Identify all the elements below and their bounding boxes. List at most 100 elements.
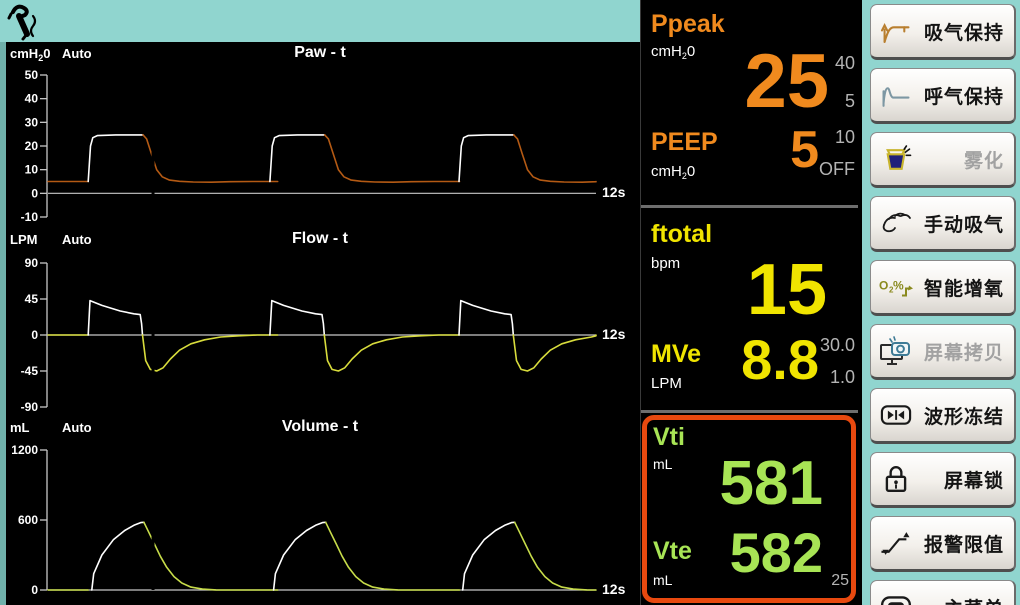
axis-tick-label: 90: [25, 256, 39, 270]
ppeak-label: Ppeak: [651, 10, 725, 38]
ppeak-value: 25: [744, 39, 829, 124]
axis-tick-label: 45: [25, 292, 39, 306]
parameters-column: Ppeak cmH20 25 40 5 PEEP cmH20 5 10 OFF …: [640, 0, 859, 605]
chart-mode-label: Auto: [62, 46, 92, 61]
sidebar-button-main-menu[interactable]: 主菜单: [870, 580, 1016, 605]
axis-tick-label: 20: [25, 139, 39, 153]
chart-unit-label: mL: [10, 420, 30, 435]
waveform-trace: [143, 521, 279, 591]
freeze-icon: [875, 402, 917, 428]
axis-tick-label: 0: [31, 186, 38, 200]
ppeak-limit-low: 5: [844, 91, 855, 111]
main-menu-icon: [875, 595, 917, 605]
mve-value: 8.8: [741, 328, 819, 391]
sidebar-button-o2-boost[interactable]: O 2% 智能增氧: [870, 260, 1016, 316]
vte-label: Vte: [653, 537, 692, 565]
chart-title: Paw - t: [294, 44, 346, 61]
vti-unit: mL: [653, 456, 673, 472]
sidebar-button-manual-breath[interactable]: 手动吸气: [870, 196, 1016, 252]
sidebar-button-screen-copy[interactable]: 屏幕拷贝: [870, 324, 1016, 380]
waveform-trace: [87, 134, 144, 183]
chart-unit-label: LPM: [10, 232, 38, 247]
button-label: 智能增氧: [923, 278, 1004, 300]
sidebar-button-screen-lock[interactable]: 屏幕锁: [870, 452, 1016, 508]
pressure-panel[interactable]: Ppeak cmH20 25 40 5 PEEP cmH20 5 10 OFF: [641, 0, 859, 205]
waveform-trace: [91, 521, 145, 591]
ppeak-limit-high: 40: [834, 53, 855, 73]
mve-limit-high: 30.0: [819, 335, 855, 355]
ventilation-panel[interactable]: ftotal bpm 15 MVe LPM 8.8 30.0 1.0: [641, 205, 859, 413]
axis-tick-label: -90: [21, 400, 39, 414]
top-status-bar: [0, 0, 640, 42]
sweep-cursor: [151, 263, 155, 407]
axis-tick-label: -45: [21, 364, 39, 378]
axis-tick-label: 0: [31, 583, 38, 597]
waveform-trace: [323, 134, 461, 183]
chart-mode-label: Auto: [62, 420, 92, 435]
patient-icon: [7, 4, 37, 41]
o2-percent-icon: O 2%: [875, 274, 917, 301]
waveform-trace: [269, 134, 326, 183]
axis-tick-label: 30: [25, 115, 39, 129]
button-label: 手动吸气: [923, 214, 1004, 236]
axis-tick-label: 10: [25, 163, 39, 177]
sidebar-button-nebulizer[interactable]: 雾化: [870, 132, 1016, 188]
ftotal-label: ftotal: [651, 220, 713, 248]
mve-unit: LPM: [651, 375, 682, 392]
vte-value: 582: [729, 521, 823, 584]
axis-tick-label: 40: [25, 92, 39, 106]
waveform-trace: [324, 521, 461, 591]
waveform-trace: [458, 134, 515, 183]
svg-text:2: 2: [889, 285, 894, 294]
sidebar-button-waveform-freeze[interactable]: 波形冻结: [870, 388, 1016, 444]
axis-tick-label: 1200: [11, 443, 38, 457]
hand-icon: [875, 210, 917, 236]
waveform-canvas: 50 40 30 20 10 0 -10 90 45 0 -45 -90 1200 600 0: [11, 68, 597, 597]
nebulizer-icon: [875, 144, 917, 174]
chart-time-label: 12s: [602, 326, 626, 342]
button-label: 屏幕拷贝: [923, 342, 1004, 364]
chart-mode-label: Auto: [62, 232, 92, 247]
waveform-trace: [323, 334, 461, 372]
exp-hold-icon: [875, 82, 917, 109]
waveform-trace: [272, 521, 327, 591]
svg-text:%: %: [893, 278, 904, 292]
vti-value: 581: [719, 449, 823, 518]
waveform-trace: [142, 134, 279, 183]
waveform-trace: [512, 134, 597, 183]
ppeak-unit: cmH20: [651, 43, 696, 61]
svg-text:O: O: [879, 278, 888, 292]
waveform-area: 50 40 30 20 10 0 -10 90 45 0 -45 -90 1200 600 0 cmH20 A…: [0, 0, 640, 605]
axis-tick-label: -10: [21, 210, 39, 224]
peep-label: PEEP: [651, 128, 718, 156]
peep-value: 5: [790, 121, 819, 179]
sidebar-button-insp-hold[interactable]: 吸气保持: [870, 4, 1016, 60]
screen-copy-icon: [875, 335, 917, 367]
chart-title: Flow - t: [292, 230, 348, 247]
axis-tick-label: 50: [25, 68, 39, 82]
insp-hold-icon: [875, 18, 917, 45]
vte-limit-low: 25: [831, 572, 849, 589]
tidal-volume-panel[interactable]: Vti mL 581 Vte mL 582 25: [641, 410, 859, 605]
chart-unit-label: cmH20: [10, 46, 51, 63]
waveform-trace: [512, 334, 597, 372]
sweep-cursor: [151, 450, 155, 590]
waveform-trace: [87, 299, 144, 336]
screen-edge-strip: [0, 42, 6, 605]
waveform-trace: [461, 521, 516, 591]
sidebar-button-alarm-limits[interactable]: 报警限值: [870, 516, 1016, 572]
button-label: 吸气保持: [923, 22, 1004, 44]
sidebar-button-exp-hold[interactable]: 呼气保持: [870, 68, 1016, 124]
button-label: 报警限值: [923, 534, 1004, 556]
waveform-trace: [458, 299, 515, 336]
mve-label: MVe: [651, 340, 702, 368]
waveform-trace: [269, 299, 326, 336]
mve-limit-low: 1.0: [829, 367, 855, 387]
button-label: 屏幕锁: [943, 470, 1004, 492]
peep-limit-high: 10: [834, 127, 855, 147]
axis-tick-label: 0: [31, 328, 38, 342]
waveform-trace: [141, 334, 279, 372]
vte-unit: mL: [653, 572, 673, 588]
